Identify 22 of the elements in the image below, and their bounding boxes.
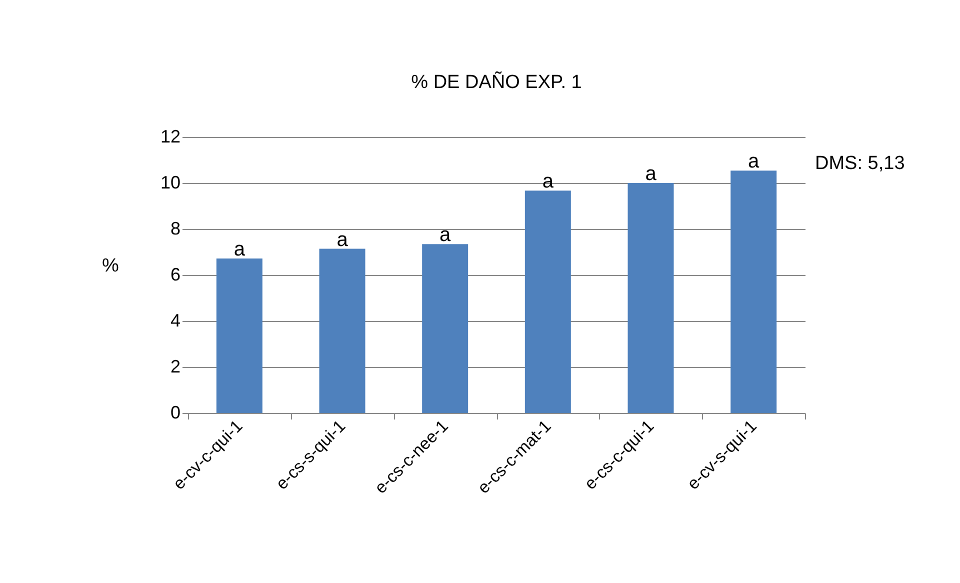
y-tick-label: 0 — [170, 402, 180, 422]
bar — [422, 244, 468, 413]
data-label: a — [336, 228, 349, 251]
data-label: a — [234, 238, 246, 260]
bar — [524, 190, 571, 413]
data-label: a — [645, 163, 658, 185]
y-tick-label: 10 — [160, 172, 180, 192]
y-tick-label: 4 — [170, 310, 180, 330]
bar — [628, 183, 674, 413]
y-tick-label: 2 — [170, 356, 180, 376]
data-label: a — [748, 150, 760, 173]
y-tick-label: 12 — [160, 126, 180, 146]
data-label: a — [542, 170, 554, 193]
text: DMS: 5,13 — [815, 153, 905, 174]
y-axis-title: % — [102, 256, 120, 276]
bar — [730, 170, 777, 413]
bar — [319, 248, 366, 413]
data-label: a — [440, 224, 452, 246]
y-tick-label: 8 — [170, 218, 180, 238]
bar — [216, 258, 262, 413]
chart-title: % DE DAÑO EXP. 1 — [411, 71, 582, 93]
y-tick-label: 6 — [170, 264, 180, 284]
